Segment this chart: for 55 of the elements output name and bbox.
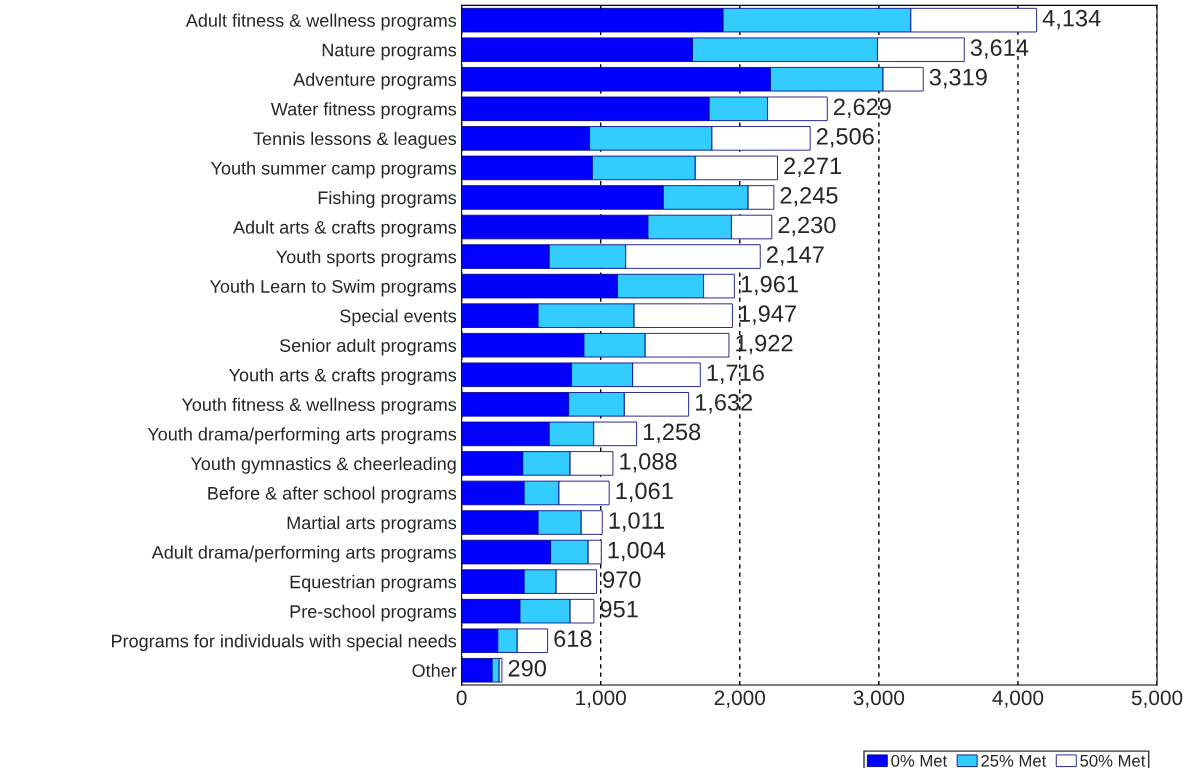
legend-label: 0% Met [891,754,948,767]
total-label: 970 [603,571,641,588]
y-tick-label: Adventure programs [293,72,457,90]
total-label: 2,506 [816,127,874,148]
total-label: 4,134 [1042,9,1101,30]
y-tick-label: Before & after school programs [208,486,457,504]
y-tick-label: Youth sports programs [276,250,457,267]
y-tick-label: Youth drama/performing arts programs [147,427,457,445]
y-tick-label: Senior adult programs [279,338,457,356]
total-label: 3,614 [970,39,1029,59]
total-label: 1,632 [695,393,753,414]
y-tick-label: Adult drama/performing arts programs [151,545,457,563]
y-tick-label: Special events [340,309,457,326]
total-label: 1,011 [609,512,664,532]
total-label: 1,922 [736,334,793,355]
total-label: 618 [554,630,592,648]
y-tick-label: Other [412,663,457,677]
x-tick-label: 5,000 [1131,690,1183,708]
legend-label: 25% Met [981,754,1047,767]
legend-label: 50% Met [1080,754,1146,767]
total-label: 1,061 [616,482,673,503]
total-label: 1,716 [707,364,764,384]
y-tick-label: Youth summer camp programs [210,161,457,179]
x-tick-label: 1,000 [576,690,626,708]
total-label: 2,230 [778,216,836,237]
x-tick-label: 2,000 [714,690,766,708]
y-tick-label: Adult arts & crafts programs [233,220,457,238]
total-label: 1,004 [608,541,666,562]
total-label: 2,245 [780,187,838,207]
y-tick-label: Fishing programs [318,190,457,208]
total-label: 2,629 [834,98,891,118]
x-tick-label: 0 [456,690,467,706]
y-tick-label: Nature programs [322,43,457,60]
y-tick-label: Youth Learn to Swim programs [209,279,457,297]
y-tick-label: Tennis lessons & leagues [253,131,457,149]
x-tick-label: 3,000 [853,690,905,708]
total-label: 2,147 [766,246,824,266]
x-tick-label: 4,000 [992,690,1044,708]
y-tick-label: Adult fitness & wellness programs [185,13,457,31]
y-tick-label: Youth gymnastics & cheerleading [190,456,456,474]
y-tick-label: Water fitness programs [270,102,457,120]
total-label: 2,271 [784,157,841,178]
total-label: 3,319 [929,68,987,89]
y-tick-label: Equestrian programs [290,575,457,592]
total-label: 1,961 [741,275,798,296]
total-label: 951 [600,600,638,618]
y-tick-label: Youth arts & crafts programs [229,368,457,386]
y-tick-label: Programs for individuals with special needs [112,634,457,652]
total-label: 290 [508,659,546,677]
total-label: 1,258 [643,423,701,443]
total-label: 1,947 [739,305,796,325]
y-tick-label: Martial arts programs [287,515,457,533]
y-tick-label: Pre-school programs [290,604,457,622]
total-label: 1,088 [620,453,677,473]
y-tick-label: Youth fitness & wellness programs [181,397,457,415]
